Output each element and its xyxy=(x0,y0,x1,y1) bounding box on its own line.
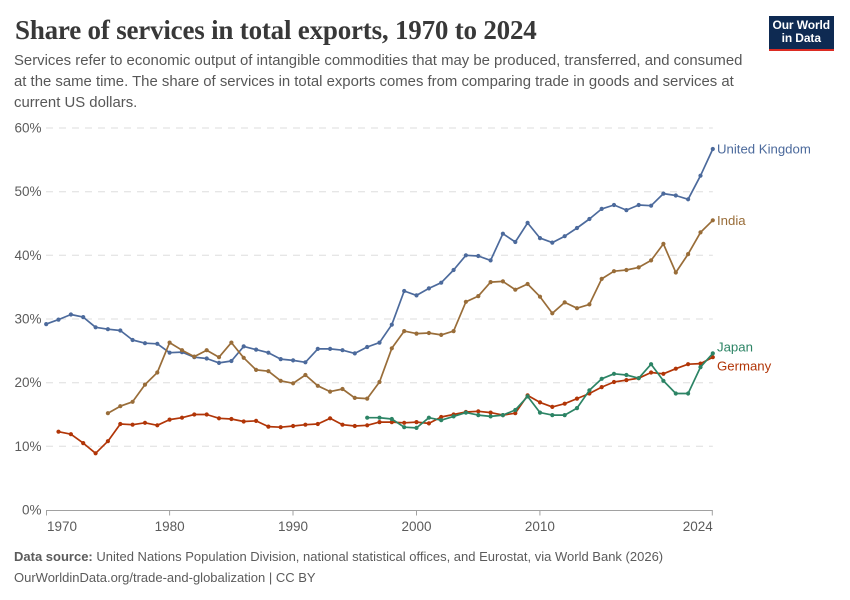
svg-text:30%: 30% xyxy=(14,312,41,327)
svg-text:10%: 10% xyxy=(14,439,41,454)
svg-text:1990: 1990 xyxy=(278,519,308,534)
svg-text:2000: 2000 xyxy=(401,519,431,534)
svg-text:20%: 20% xyxy=(14,375,41,390)
svg-text:2010: 2010 xyxy=(525,519,555,534)
svg-text:60%: 60% xyxy=(14,121,41,136)
svg-text:50%: 50% xyxy=(14,184,41,199)
svg-text:1970: 1970 xyxy=(47,519,77,534)
svg-text:1980: 1980 xyxy=(155,519,185,534)
svg-text:Japan: Japan xyxy=(717,340,753,355)
svg-text:United Kingdom: United Kingdom xyxy=(717,142,811,157)
svg-text:India: India xyxy=(717,213,746,228)
svg-text:0%: 0% xyxy=(22,503,42,518)
svg-text:Germany: Germany xyxy=(717,359,772,374)
svg-text:2024: 2024 xyxy=(683,519,714,534)
svg-text:40%: 40% xyxy=(14,248,41,263)
